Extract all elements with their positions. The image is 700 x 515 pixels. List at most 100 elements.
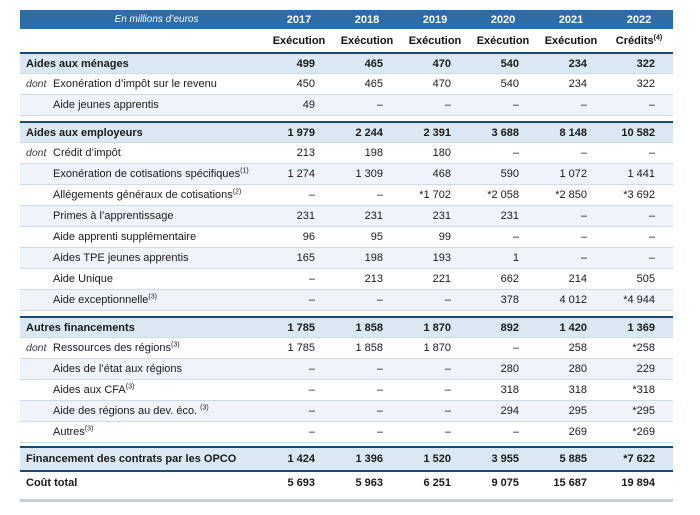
column-subheader-text: Exécution [340,34,394,47]
value-cell: 318 [568,384,587,396]
value-cell: 193 [432,252,451,264]
value-cell: – [648,99,655,111]
year-header: 2017 [286,13,312,26]
value-cell: 1 420 [559,321,587,334]
value-cell: 165 [296,252,315,264]
row-label-text: Aide jeunes apprentis [53,99,159,111]
row-label: Aide exceptionnelle(3) [53,293,265,306]
value-cell: 198 [364,147,383,159]
row-label-text: Primes à l’apprentissage [53,210,174,222]
value-cell: *318 [632,384,655,396]
value-cell: 470 [432,78,451,90]
section-header-row: Autres financements 1 785 1 858 1 870 892 1 4… [20,316,673,338]
value-cell: 10 582 [621,126,655,139]
year-header: 2022 [626,13,652,26]
row-label: Exonération d’impôt sur le revenu [53,78,265,90]
value-cell: 229 [636,363,655,375]
value-cell: 1 [512,252,519,264]
value-cell: *7 622 [623,453,655,465]
value-cell: 892 [500,321,519,334]
data-row: Aide apprenti supplémentaire 96 95 99 – – – [20,227,673,248]
column-subheader-text: Exécution [272,34,326,47]
value-cell: 258 [568,342,587,354]
value-cell: – [580,210,587,222]
value-cell: 8 148 [559,126,587,139]
row-label: Aide Unique [53,273,265,285]
row-label: Aide jeunes apprentis [53,99,265,111]
value-cell: – [580,231,587,243]
value-cell: 214 [568,273,587,285]
data-row: Aides aux CFA(3) – – – 318 318 *318 [20,380,673,401]
value-cell: 96 [302,231,315,243]
value-cell: 1 369 [627,321,655,334]
column-subheader-text: Crédits [615,34,654,47]
value-cell: *295 [632,405,655,417]
value-cell: 5 885 [559,453,587,465]
data-row: Aides TPE jeunes apprentis 165 198 193 1 – – [20,248,673,269]
value-cell: 1 072 [559,168,587,180]
row-label: Crédit d’impôt [53,147,265,159]
superscript-note: (3) [200,404,209,412]
opco-row-label-text: Financement des contrats par les OPCO [26,453,237,465]
value-cell: – [580,252,587,264]
value-cell: 1 979 [287,126,315,139]
value-cell: 378 [500,294,519,306]
value-cell: 269 [568,426,587,438]
value-cell: *1 702 [419,189,451,201]
value-cell: 49 [302,99,315,111]
column-subheader: Exécution [333,35,401,47]
value-cell: *3 692 [623,189,655,201]
section-header-label-text: Aides aux employeurs [26,126,143,139]
superscript-note: (3) [171,341,180,349]
subheader-row: Exécution Exécution Exécution Exécution Exéc… [20,29,673,52]
value-cell: 1 396 [355,453,383,465]
row-label-text: Crédit d’impôt [53,147,121,159]
row-label-text: Allégements généraux de cotisations [53,189,233,201]
value-cell: – [308,189,315,201]
superscript-note: (3) [125,383,135,391]
value-cell: 280 [568,363,587,375]
value-cell: 1 441 [627,168,655,180]
value-cell: – [376,363,383,375]
value-cell: 231 [296,210,315,222]
value-cell: – [648,210,655,222]
value-cell: *4 944 [623,294,655,306]
value-cell: 468 [432,168,451,180]
value-cell: – [512,342,519,354]
value-cell: 5 693 [287,477,315,489]
row-label: Allégements généraux de cotisations(2) [53,188,265,201]
value-cell: – [308,273,315,285]
value-cell: – [648,231,655,243]
value-cell: – [376,384,383,396]
value-cell: – [444,384,451,396]
value-cell: – [648,252,655,264]
superscript-note: (1) [240,167,249,175]
column-subheader-text: Exécution [476,34,530,47]
column-subheader-text: Exécution [544,34,598,47]
table-header-bar: En millions d’euros 2017 2018 2019 2020 2021 2… [20,10,673,29]
value-cell: *269 [632,426,655,438]
value-cell: 1 785 [287,342,315,354]
value-cell: *258 [632,342,655,354]
superscript-note: (3) [148,293,157,301]
data-row: Autres(3) – – – – 269 *269 [20,422,673,443]
row-label-text: Ressources des régions [53,342,172,354]
dont-marker: dont [26,78,47,90]
value-cell: – [308,294,315,306]
column-subheader: Exécution [537,35,605,47]
year-header: 2020 [490,13,516,26]
value-cell: 231 [432,210,451,222]
value-cell: 1 309 [355,168,383,180]
value-cell: 662 [500,273,519,285]
value-cell: 2 244 [355,126,383,139]
data-row: Allégements généraux de cotisations(2) – –… [20,185,673,206]
value-cell: 1 424 [287,453,315,465]
value-cell: 231 [500,210,519,222]
superscript-note: (4) [653,33,663,41]
value-cell: 213 [364,273,383,285]
value-cell: – [308,384,315,396]
value-cell: 99 [438,231,451,243]
year-header: 2021 [558,13,584,26]
row-label: Aides TPE jeunes apprentis [53,252,265,264]
column-subheader: Exécution [265,35,333,47]
